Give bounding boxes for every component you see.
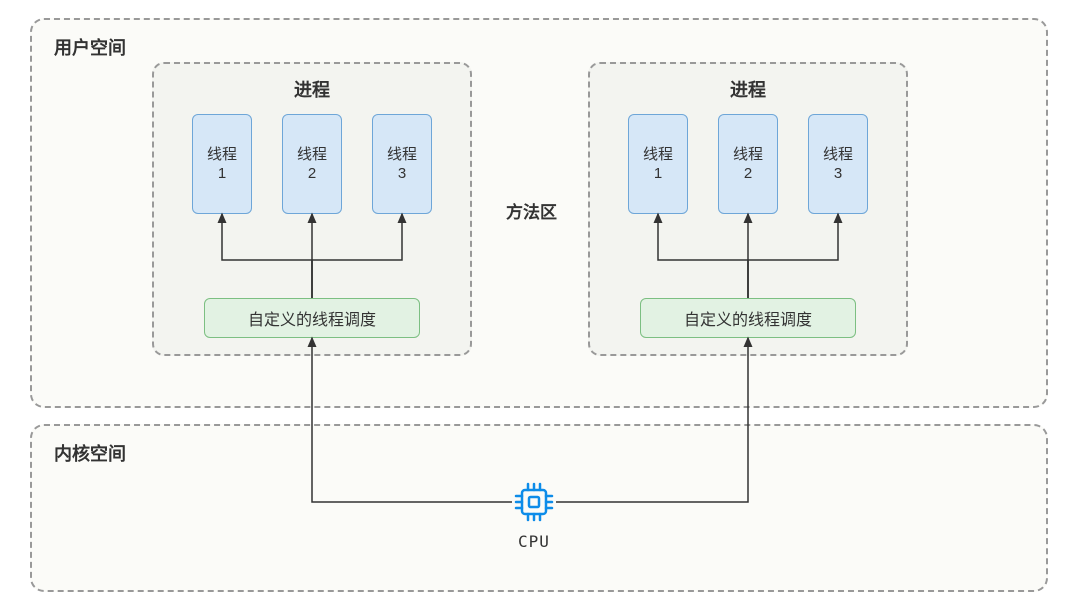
thread-1-1-label: 线程: [207, 145, 237, 165]
thread-1-2: 线程 2: [282, 114, 342, 214]
scheduler-2: 自定义的线程调度: [640, 298, 856, 338]
process-title-2: 进程: [590, 76, 906, 102]
thread-2-1-num: 1: [654, 164, 662, 184]
thread-2-2: 线程 2: [718, 114, 778, 214]
thread-2-3-label: 线程: [823, 145, 853, 165]
kernel-space-title: 内核空间: [54, 440, 126, 466]
user-space-title: 用户空间: [54, 34, 126, 60]
thread-1-2-label: 线程: [297, 145, 327, 165]
method-area-label: 方法区: [506, 198, 557, 223]
thread-2-2-num: 2: [744, 164, 752, 184]
thread-2-3-num: 3: [834, 164, 842, 184]
scheduler-1: 自定义的线程调度: [204, 298, 420, 338]
process-title-1: 进程: [154, 76, 470, 102]
thread-2-2-label: 线程: [733, 145, 763, 165]
scheduler-1-label: 自定义的线程调度: [248, 306, 376, 330]
thread-2-1-label: 线程: [643, 145, 673, 165]
scheduler-2-label: 自定义的线程调度: [684, 306, 812, 330]
thread-1-1-num: 1: [218, 164, 226, 184]
cpu-label: CPU: [518, 532, 550, 551]
thread-2-3: 线程 3: [808, 114, 868, 214]
cpu-icon: [512, 480, 556, 524]
thread-2-1: 线程 1: [628, 114, 688, 214]
thread-1-1: 线程 1: [192, 114, 252, 214]
thread-1-3-num: 3: [398, 164, 406, 184]
thread-1-3-label: 线程: [387, 145, 417, 165]
thread-1-3: 线程 3: [372, 114, 432, 214]
thread-1-2-num: 2: [308, 164, 316, 184]
